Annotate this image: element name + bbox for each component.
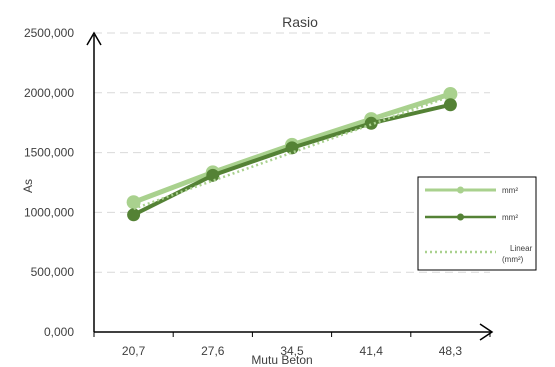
- legend-box: [417, 176, 537, 271]
- y-tick-label: 1000,000: [24, 205, 74, 219]
- data-point: [285, 141, 299, 155]
- x-tick-label: 34,5: [280, 344, 304, 358]
- y-tick-label: 2500,000: [24, 26, 74, 40]
- series-line: [132, 102, 451, 217]
- data-point: [127, 208, 141, 222]
- x-tick-labels: 20,7 27,6 34,5 41,4 48,3: [122, 344, 462, 358]
- series: [126, 86, 458, 222]
- x-tick-label: 48,3: [439, 344, 463, 358]
- legend-entry-1: mm²: [502, 186, 518, 195]
- y-tick-label: 1500,000: [24, 146, 74, 160]
- trendline: [133, 95, 451, 210]
- legend-marker: [457, 186, 464, 194]
- y-tick-label: 0,000: [44, 325, 74, 339]
- y-tick-labels: 0,000 500,000 1000,000 1500,000 2000,000 2500…: [24, 26, 74, 339]
- data-point: [364, 116, 378, 130]
- x-tick-label: 41,4: [360, 344, 384, 358]
- legend-entry-line: Linear: [510, 244, 533, 253]
- x-axis-arrow: [479, 323, 494, 341]
- x-axis-title: Mutu Beton: [251, 353, 312, 367]
- data-point: [443, 98, 457, 112]
- legend-entry-line: mm²: [502, 213, 518, 222]
- y-tick-label: 500,000: [31, 265, 75, 279]
- legend-marker: [457, 213, 464, 221]
- data-point: [443, 86, 458, 101]
- legend-entry-3: Linear (mm²): [502, 244, 533, 264]
- y-axis-arrow: [86, 31, 102, 46]
- data-point: [206, 168, 220, 182]
- y-tick-label: 2000,000: [24, 86, 74, 100]
- legend-entry-2: mm²: [502, 213, 518, 222]
- legend: mm² mm² Linear (mm²): [417, 176, 537, 271]
- legend-entry-line: mm²: [502, 186, 518, 195]
- data-point: [126, 195, 141, 210]
- chart-title: Rasio: [282, 14, 318, 30]
- axes: [86, 31, 494, 341]
- x-tick-label: 20,7: [122, 344, 146, 358]
- x-tick-label: 27,6: [201, 344, 225, 358]
- y-axis-title: As: [21, 179, 35, 193]
- legend-entry-line: (mm²): [502, 255, 524, 264]
